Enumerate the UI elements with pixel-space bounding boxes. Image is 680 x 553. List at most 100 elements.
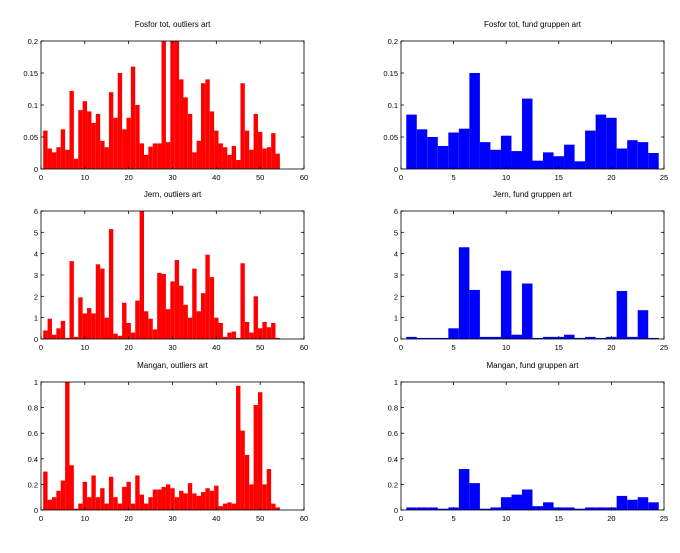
bar — [157, 272, 162, 339]
bar — [616, 148, 628, 169]
bar — [253, 296, 258, 339]
y-tick-label: 0 — [394, 165, 398, 174]
bar — [205, 488, 210, 510]
bar — [209, 111, 215, 169]
bar — [521, 283, 533, 339]
bar — [479, 336, 491, 339]
bar — [47, 148, 52, 169]
y-tick-label: 1 — [394, 314, 398, 323]
bar — [130, 503, 136, 510]
bar — [69, 465, 74, 510]
bar — [174, 260, 180, 339]
bar — [479, 508, 491, 510]
x-tick-label: 15 — [555, 514, 563, 523]
x-tick-label: 40 — [212, 343, 220, 352]
bar — [82, 101, 88, 169]
bar — [108, 92, 114, 169]
x-tick-label: 20 — [124, 173, 132, 182]
bar — [532, 506, 544, 510]
bar — [117, 503, 123, 510]
y-tick-label: 2 — [394, 292, 398, 301]
x-tick-label: 60 — [300, 343, 308, 352]
x-tick-label: 0 — [399, 514, 403, 523]
x-tick-label: 20 — [607, 173, 615, 182]
bar — [236, 160, 241, 169]
x-tick-label: 10 — [81, 343, 89, 352]
bar — [222, 336, 228, 339]
bar — [157, 143, 162, 169]
bar — [126, 323, 131, 339]
bar — [214, 485, 219, 510]
x-tick-label: 50 — [256, 343, 264, 352]
bar — [91, 313, 96, 339]
bar — [564, 334, 575, 339]
x-tick-label: 30 — [168, 343, 176, 352]
bar — [406, 507, 417, 510]
bar — [266, 147, 272, 169]
y-tick-label: 0.05 — [23, 133, 38, 142]
bar — [585, 130, 596, 169]
bar — [458, 247, 470, 339]
bar — [262, 321, 267, 339]
bar — [648, 337, 659, 339]
y-tick-label: 3 — [394, 271, 398, 280]
bar — [130, 332, 136, 339]
bar — [469, 483, 480, 510]
bar — [244, 321, 250, 339]
bar — [139, 494, 145, 510]
bar — [205, 254, 210, 339]
bar — [117, 335, 123, 339]
bar — [192, 152, 197, 169]
y-tick-label: 0 — [34, 335, 38, 344]
bar — [249, 484, 254, 510]
bar — [458, 469, 470, 510]
x-tick-label: 60 — [300, 514, 308, 523]
bar — [511, 151, 522, 169]
bar — [200, 492, 206, 510]
bar — [479, 142, 491, 169]
x-tick-label: 5 — [452, 173, 456, 182]
y-tick-label: 0.6 — [28, 429, 38, 438]
x-tick-label: 5 — [452, 514, 456, 523]
bar — [244, 454, 250, 510]
bar — [73, 336, 79, 339]
bar — [152, 489, 158, 510]
bar — [458, 128, 470, 169]
bar — [222, 147, 228, 169]
x-tick-label: 30 — [168, 173, 176, 182]
bar — [406, 114, 417, 169]
x-tick-label: 20 — [607, 514, 615, 523]
chart-title: Jern, outliers art — [144, 190, 202, 199]
bar — [165, 484, 171, 510]
y-tick-label: 3 — [34, 271, 38, 280]
bar — [51, 334, 57, 339]
bar — [543, 336, 554, 339]
bar — [113, 117, 118, 169]
y-tick-label: 0 — [34, 506, 38, 515]
bar — [500, 497, 512, 510]
bar — [511, 334, 522, 339]
bar — [574, 508, 586, 510]
bar — [65, 149, 70, 169]
x-tick-label: 50 — [256, 173, 264, 182]
fosfor-fund-panel: 0 5 10 15 20 25 0 0.05 0.1 0.15 0.2 Fosfor tot, fun… — [383, 20, 668, 182]
bar — [627, 140, 638, 169]
bar — [448, 132, 459, 169]
x-tick-label: 25 — [660, 173, 668, 182]
bar — [437, 337, 449, 339]
y-tick-label: 0 — [394, 335, 398, 344]
bar — [616, 291, 628, 339]
bar — [257, 392, 263, 510]
axes-box — [400, 381, 665, 511]
y-tick-label: 0.8 — [388, 404, 398, 413]
y-tick-label: 0.2 — [388, 37, 398, 46]
bar — [585, 336, 596, 339]
bar — [73, 158, 79, 169]
mangan-fund-panel: 0 5 10 15 20 25 0 0.2 0.4 0.6 0.8 1 Mangan, fund gru… — [388, 361, 669, 523]
x-tick-label: 20 — [124, 343, 132, 352]
x-tick-label: 0 — [399, 173, 403, 182]
bar — [108, 229, 114, 339]
bar — [240, 83, 245, 169]
bar — [69, 90, 74, 169]
bar — [231, 145, 237, 169]
